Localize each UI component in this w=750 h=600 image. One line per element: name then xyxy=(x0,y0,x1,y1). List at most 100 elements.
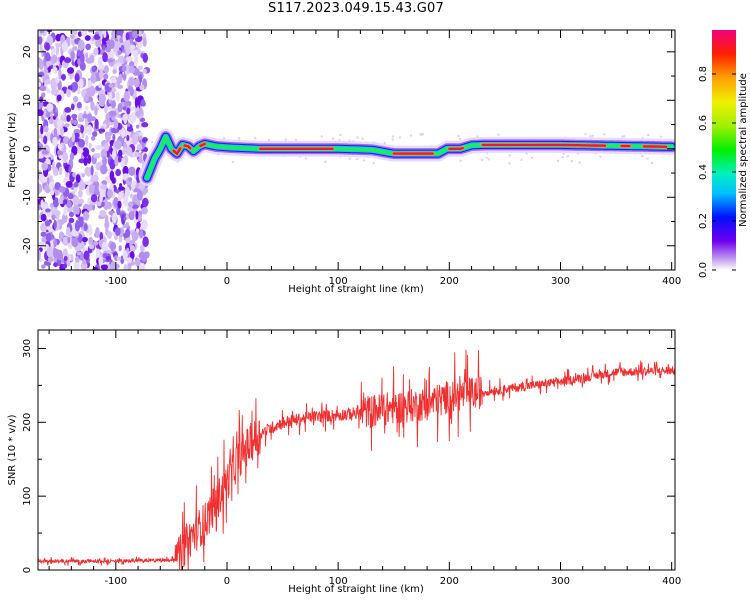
noise-speck xyxy=(117,103,123,113)
noise-speck xyxy=(108,83,114,88)
noise-speck xyxy=(41,264,46,269)
noise-speck xyxy=(106,230,113,240)
noise-speck xyxy=(125,32,130,41)
ridge-peak-core xyxy=(481,143,607,147)
snr-y-tick-label: 300 xyxy=(22,339,33,358)
noise-speck xyxy=(348,157,352,161)
noise-speck xyxy=(126,107,131,115)
noise-speck xyxy=(459,159,462,162)
spectrogram-y-tick-label: 0 xyxy=(22,146,33,152)
noise-speck xyxy=(92,174,99,182)
noise-speck xyxy=(115,91,120,102)
noise-speck xyxy=(84,166,91,176)
noise-speck xyxy=(398,136,402,139)
noise-speck xyxy=(457,134,460,138)
noise-speck xyxy=(589,134,592,138)
noise-speck xyxy=(90,100,95,111)
snr-y-axis-label: SNR (10 * v/v) xyxy=(7,414,18,485)
noise-speck xyxy=(57,143,63,150)
noise-speck xyxy=(112,134,116,142)
noise-speck xyxy=(127,206,133,212)
noise-speck xyxy=(95,144,103,150)
noise-speck xyxy=(78,158,86,164)
noise-speck xyxy=(117,50,122,56)
noise-speck xyxy=(138,65,143,71)
spectrogram-y-tick-label: 10 xyxy=(22,94,33,107)
noise-speck xyxy=(88,223,92,234)
noise-speck xyxy=(104,214,109,226)
noise-speck xyxy=(45,60,53,66)
noise-speck xyxy=(561,156,564,159)
noise-speck xyxy=(109,242,117,251)
noise-speck xyxy=(139,152,143,164)
noise-speck xyxy=(127,122,131,127)
noise-speck xyxy=(623,135,626,138)
snr-panel: -100 0 100 200 300 400 0 100 200 300 Height of s… xyxy=(7,329,681,595)
noise-speck xyxy=(141,206,148,215)
noise-speck xyxy=(69,34,75,39)
noise-speck xyxy=(142,37,147,47)
noise-speck xyxy=(84,105,89,111)
spectrogram-y-tick-label: -10 xyxy=(22,189,33,205)
spectrogram-noise-region xyxy=(38,30,674,270)
noise-speck xyxy=(82,211,90,221)
noise-speck xyxy=(122,31,127,43)
noise-speck xyxy=(68,165,72,175)
noise-speck xyxy=(566,154,570,158)
noise-speck xyxy=(118,73,123,84)
spectrogram-x-tick-label: 100 xyxy=(329,276,348,287)
noise-speck xyxy=(117,200,122,209)
noise-speck xyxy=(324,160,327,163)
noise-speck xyxy=(116,206,121,216)
noise-speck xyxy=(74,256,80,263)
noise-speck xyxy=(67,138,73,148)
noise-speck xyxy=(139,117,146,123)
noise-speck xyxy=(356,136,359,139)
noise-speck xyxy=(105,112,111,124)
noise-speck xyxy=(458,137,462,141)
noise-speck xyxy=(100,264,109,270)
noise-speck xyxy=(38,36,43,45)
spectrogram-y-tick-label: 20 xyxy=(22,45,33,58)
noise-speck xyxy=(95,39,102,48)
noise-speck xyxy=(66,87,71,98)
noise-speck xyxy=(111,177,116,184)
ridge-peak-core xyxy=(183,144,192,150)
noise-speck xyxy=(64,43,69,52)
noise-speck xyxy=(110,261,117,270)
noise-speck xyxy=(124,100,132,108)
noise-speck xyxy=(294,138,298,142)
noise-speck xyxy=(44,52,51,62)
noise-speck xyxy=(103,31,107,39)
noise-speck xyxy=(48,118,54,125)
noise-speck xyxy=(143,251,150,259)
noise-speck xyxy=(77,31,83,37)
noise-speck xyxy=(136,143,143,151)
noise-speck xyxy=(98,93,106,104)
noise-speck xyxy=(126,39,131,51)
noise-speck xyxy=(81,132,85,139)
noise-speck xyxy=(38,249,41,261)
noise-speck xyxy=(131,204,139,209)
noise-speck xyxy=(391,138,394,141)
noise-speck xyxy=(105,46,111,53)
noise-speck xyxy=(92,131,98,137)
noise-speck xyxy=(139,84,145,91)
spectrogram-x-tick-label: 200 xyxy=(440,276,459,287)
noise-speck xyxy=(81,173,85,178)
spectrogram-frame xyxy=(37,29,676,271)
noise-speck xyxy=(117,191,124,201)
noise-speck xyxy=(231,160,235,164)
noise-speck xyxy=(99,210,107,217)
colorbar-tick-label: 0.0 xyxy=(698,262,709,278)
noise-speck xyxy=(58,68,62,80)
noise-speck xyxy=(530,156,534,160)
noise-speck xyxy=(81,236,88,243)
noise-speck xyxy=(131,180,136,191)
noise-speck xyxy=(87,79,93,88)
noise-speck xyxy=(40,213,47,222)
noise-speck xyxy=(103,73,109,80)
noise-speck xyxy=(55,45,59,56)
noise-speck xyxy=(110,127,118,133)
noise-speck xyxy=(621,135,624,138)
